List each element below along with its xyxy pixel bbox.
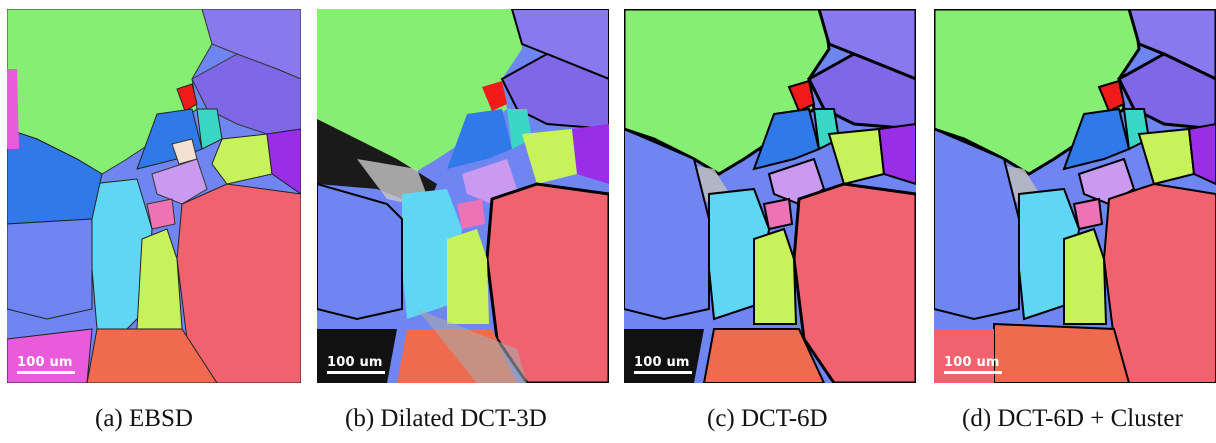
grain-map-ebsd <box>7 9 301 383</box>
panel-dct-6d-cluster: 100 um <box>934 9 1216 383</box>
grain-map-dct-6d <box>624 9 916 383</box>
scale-label: 100 um <box>327 355 383 370</box>
scale-line <box>17 371 75 374</box>
grain-map-dct-6d-cluster <box>934 9 1216 383</box>
panel-dilated-dct-3d: 100 um <box>317 9 609 383</box>
caption-dct-6d: (c) DCT-6D <box>707 405 828 432</box>
caption-dilated-dct-3d: (b) Dilated DCT-3D <box>345 405 547 432</box>
caption-dct-6d-cluster: (d) DCT-6D + Cluster <box>962 405 1183 432</box>
panel-ebsd: 100 um <box>7 9 301 383</box>
scale-line <box>327 371 385 374</box>
panel-dct-6d: 100 um <box>624 9 916 383</box>
scale-label: 100 um <box>944 355 1000 370</box>
scale-label: 100 um <box>17 355 73 370</box>
scale-line <box>944 371 1002 374</box>
scale-bar: 100 um <box>634 355 692 374</box>
grain-map-dilated-dct-3d <box>317 9 609 383</box>
caption-ebsd: (a) EBSD <box>95 405 193 432</box>
scale-bar: 100 um <box>327 355 385 374</box>
scale-line <box>634 371 692 374</box>
scale-bar: 100 um <box>944 355 1002 374</box>
scale-bar: 100 um <box>17 355 75 374</box>
scale-label: 100 um <box>634 355 690 370</box>
